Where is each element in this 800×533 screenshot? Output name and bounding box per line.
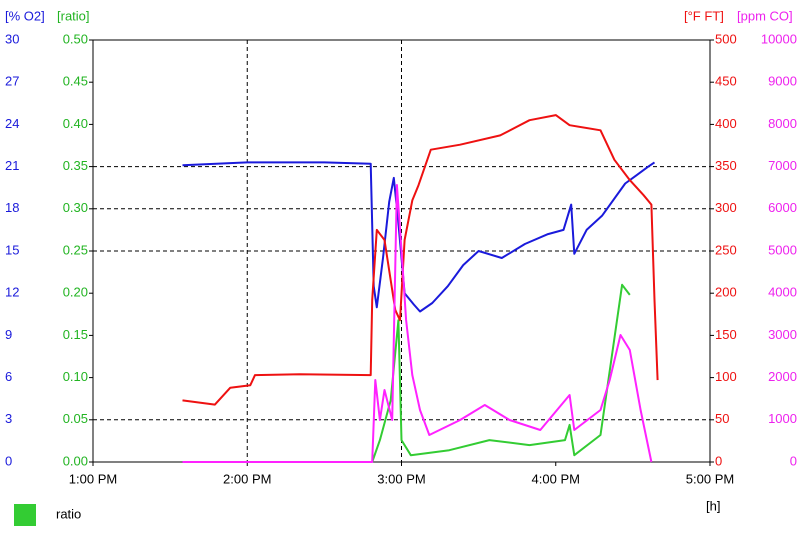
y-tick-label: 0.25 (63, 242, 88, 257)
y-tick-label: 250 (715, 242, 737, 257)
y-tick-label: 0 (5, 453, 12, 468)
data-line (182, 114, 659, 406)
y-tick-label: 0.20 (63, 285, 88, 300)
y-tick-label: 0.50 (63, 31, 88, 46)
y-tick-label: 100 (715, 369, 737, 384)
y-tick-label: 200 (715, 285, 737, 300)
y-tick-label: 12 (5, 285, 19, 300)
y-tick-label: 0.15 (63, 327, 88, 342)
y-tick-label: 4000 (768, 285, 797, 300)
y-tick-label: 2000 (768, 369, 797, 384)
x-tick-label: 1:00 PM (69, 471, 117, 486)
y-tick-label: 0 (715, 453, 722, 468)
y-tick-label: 1000 (768, 411, 797, 426)
data-line (182, 184, 653, 463)
y-tick-label: 0.40 (63, 116, 88, 131)
y-tick-label: 3 (5, 411, 12, 426)
y-tick-label: 7000 (768, 158, 797, 173)
y-tick-label: 0 (790, 453, 797, 468)
y-tick-label: 15 (5, 242, 19, 257)
y-tick-label: 50 (715, 411, 729, 426)
y-tick-label: 500 (715, 31, 737, 46)
y-tick-label: 6000 (768, 200, 797, 215)
x-axis-label: [h] (706, 498, 720, 513)
y-tick-label: 10000 (761, 31, 797, 46)
y-tick-label: 21 (5, 158, 19, 173)
x-tick-label: 4:00 PM (532, 471, 580, 486)
y-tick-label: 30 (5, 31, 19, 46)
data-line (371, 283, 631, 463)
y-tick-label: 5000 (768, 242, 797, 257)
y-tick-label: 24 (5, 116, 19, 131)
y-tick-label: 0.45 (63, 74, 88, 89)
y-tick-label: 18 (5, 200, 19, 215)
y-tick-label: 0.00 (63, 453, 88, 468)
y-tick-label: 0.10 (63, 369, 88, 384)
y-tick-label: 9 (5, 327, 12, 342)
y-tick-label: 27 (5, 74, 19, 89)
y-tick-label: 9000 (768, 74, 797, 89)
y-tick-label: 3000 (768, 327, 797, 342)
y-tick-label: 8000 (768, 116, 797, 131)
data-line (182, 161, 656, 313)
axis-label: [% O2] (5, 8, 45, 23)
y-tick-label: 300 (715, 200, 737, 215)
y-tick-label: 350 (715, 158, 737, 173)
y-tick-label: 400 (715, 116, 737, 131)
legend-swatch (14, 504, 36, 526)
y-tick-label: 6 (5, 369, 12, 384)
y-tick-label: 150 (715, 327, 737, 342)
legend-label: ratio (56, 506, 81, 521)
x-tick-label: 2:00 PM (223, 471, 271, 486)
axis-label: [ratio] (57, 8, 90, 23)
y-tick-label: 0.35 (63, 158, 88, 173)
x-tick-label: 3:00 PM (377, 471, 425, 486)
axis-label: [°F FT] (684, 8, 724, 23)
axis-label: [ppm CO] (737, 8, 793, 23)
y-tick-label: 450 (715, 74, 737, 89)
y-tick-label: 0.05 (63, 411, 88, 426)
x-tick-label: 5:00 PM (686, 471, 734, 486)
y-tick-label: 0.30 (63, 200, 88, 215)
